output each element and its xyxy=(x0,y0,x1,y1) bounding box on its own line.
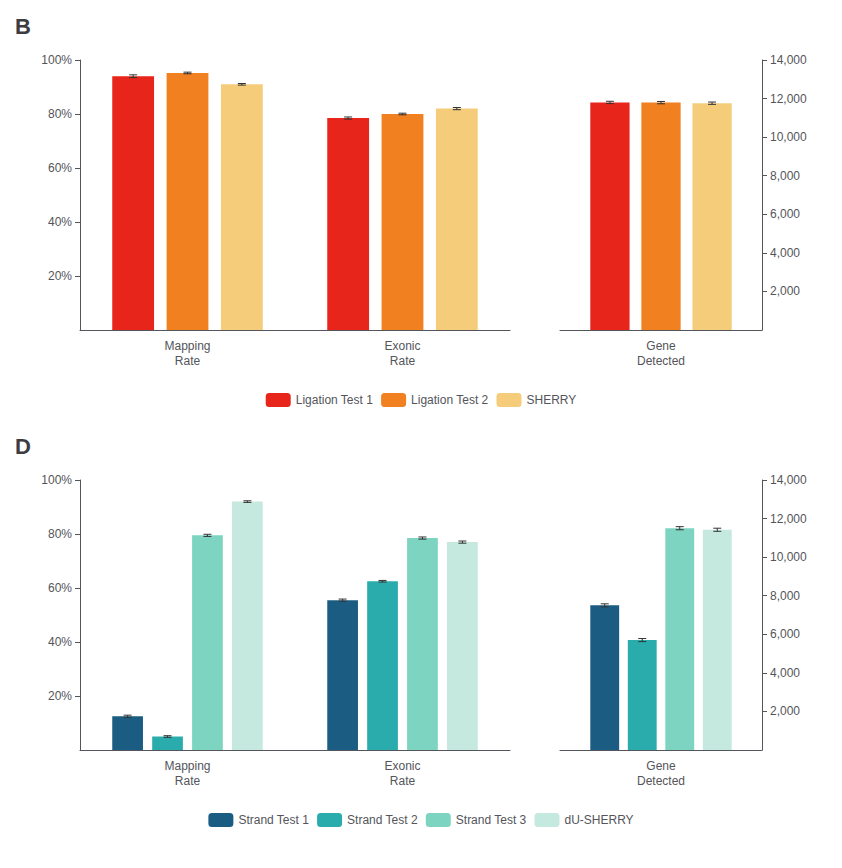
svg-text:Gene: Gene xyxy=(646,759,676,773)
svg-text:8,000: 8,000 xyxy=(770,589,800,603)
svg-text:Rate: Rate xyxy=(390,774,416,788)
svg-text:6,000: 6,000 xyxy=(770,627,800,641)
svg-text:Mapping: Mapping xyxy=(164,339,210,353)
svg-text:80%: 80% xyxy=(48,527,72,541)
svg-text:SHERRY: SHERRY xyxy=(526,393,576,407)
svg-text:40%: 40% xyxy=(48,215,72,229)
svg-text:60%: 60% xyxy=(48,581,72,595)
svg-text:Strand Test 3: Strand Test 3 xyxy=(456,813,527,827)
svg-text:Exonic: Exonic xyxy=(384,759,420,773)
svg-text:Ligation Test 2: Ligation Test 2 xyxy=(411,393,488,407)
svg-text:Gene: Gene xyxy=(646,339,676,353)
svg-text:20%: 20% xyxy=(48,689,72,703)
svg-text:Mapping: Mapping xyxy=(164,759,210,773)
svg-text:Ligation Test 1: Ligation Test 1 xyxy=(296,393,373,407)
svg-text:14,000: 14,000 xyxy=(770,473,807,487)
svg-text:B: B xyxy=(15,14,31,39)
svg-text:6,000: 6,000 xyxy=(770,207,800,221)
svg-text:D: D xyxy=(15,434,31,459)
svg-text:8,000: 8,000 xyxy=(770,169,800,183)
svg-text:100%: 100% xyxy=(41,53,72,67)
svg-text:Exonic: Exonic xyxy=(384,339,420,353)
svg-text:2,000: 2,000 xyxy=(770,704,800,718)
svg-text:dU-SHERRY: dU-SHERRY xyxy=(564,813,633,827)
svg-text:Rate: Rate xyxy=(175,774,201,788)
svg-text:Rate: Rate xyxy=(175,354,201,368)
svg-text:10,000: 10,000 xyxy=(770,130,807,144)
svg-text:4,000: 4,000 xyxy=(770,246,800,260)
svg-text:Detected: Detected xyxy=(637,354,685,368)
svg-text:12,000: 12,000 xyxy=(770,512,807,526)
svg-text:100%: 100% xyxy=(41,473,72,487)
svg-text:20%: 20% xyxy=(48,269,72,283)
svg-text:4,000: 4,000 xyxy=(770,666,800,680)
svg-text:14,000: 14,000 xyxy=(770,53,807,67)
svg-text:10,000: 10,000 xyxy=(770,550,807,564)
svg-text:60%: 60% xyxy=(48,161,72,175)
svg-text:Strand Test 2: Strand Test 2 xyxy=(347,813,418,827)
svg-text:80%: 80% xyxy=(48,107,72,121)
svg-text:12,000: 12,000 xyxy=(770,92,807,106)
svg-text:40%: 40% xyxy=(48,635,72,649)
svg-text:2,000: 2,000 xyxy=(770,284,800,298)
svg-text:Detected: Detected xyxy=(637,774,685,788)
svg-text:Rate: Rate xyxy=(390,354,416,368)
svg-text:Strand Test 1: Strand Test 1 xyxy=(238,813,309,827)
